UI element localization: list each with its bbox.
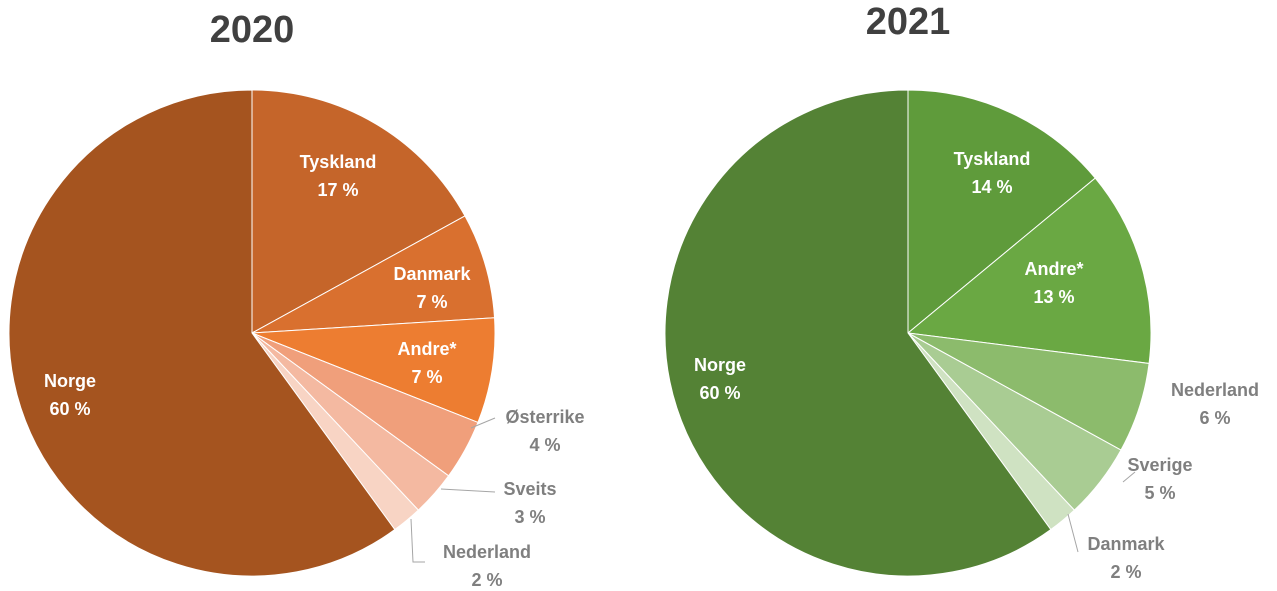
slice-label: Danmark xyxy=(1087,534,1165,554)
leader-line xyxy=(440,488,496,493)
pie-slice xyxy=(907,89,1096,335)
slice-value: 14 % xyxy=(971,177,1012,197)
chart-title: 2020 xyxy=(210,9,295,51)
slice-value: 6 % xyxy=(1199,408,1230,428)
pie-slice xyxy=(664,89,1052,577)
leader-line xyxy=(470,417,496,429)
pie-slice xyxy=(251,215,496,334)
slice-label: Sverige xyxy=(1127,455,1192,475)
slice-value: 60 % xyxy=(699,383,740,403)
slice-label: Nederland xyxy=(1171,380,1259,400)
slice-label: Østerrike xyxy=(505,407,584,427)
slice-value: 13 % xyxy=(1033,287,1074,307)
pie-slice xyxy=(251,317,496,424)
slice-value: 17 % xyxy=(317,180,358,200)
slice-value: 4 % xyxy=(529,435,560,455)
slice-value: 7 % xyxy=(416,292,447,312)
slice-label: Sveits xyxy=(503,479,556,499)
slice-label: Andre* xyxy=(1024,259,1083,279)
slice-label: Norge xyxy=(44,371,96,391)
pie-slice xyxy=(251,89,466,334)
leader-line xyxy=(410,518,425,563)
slice-value: 3 % xyxy=(514,507,545,527)
leader-line xyxy=(1067,513,1079,553)
slice-label: Andre* xyxy=(397,339,456,359)
slice-label: Tyskland xyxy=(300,152,377,172)
slice-label: Norge xyxy=(694,355,746,375)
slice-label: Danmark xyxy=(393,264,471,284)
slice-value: 7 % xyxy=(411,367,442,387)
slice-value: 60 % xyxy=(49,399,90,419)
slice-label: Nederland xyxy=(443,542,531,562)
slice-label: Tyskland xyxy=(954,149,1031,169)
slice-value: 2 % xyxy=(471,570,502,590)
leader-line xyxy=(1122,471,1136,483)
chart-title: 2021 xyxy=(866,1,951,43)
slice-value: 5 % xyxy=(1144,483,1175,503)
slice-value: 2 % xyxy=(1110,562,1141,582)
pie-slice xyxy=(906,177,1152,365)
pie-slice xyxy=(8,89,396,577)
